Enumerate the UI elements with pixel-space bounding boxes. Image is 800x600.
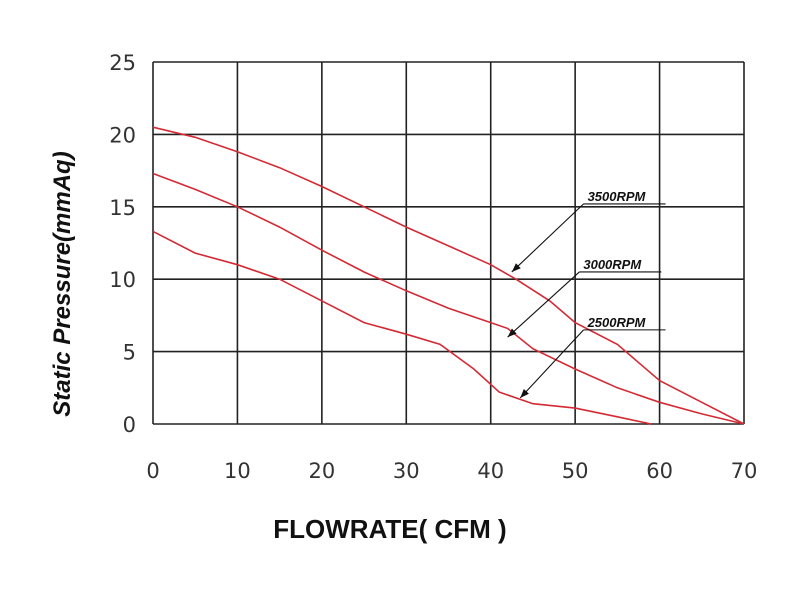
x-tick-label: 50	[562, 459, 589, 483]
annotation-label: 3000RPM	[583, 257, 642, 272]
x-tick-label: 20	[308, 459, 335, 483]
annotation-arrowhead	[511, 263, 521, 272]
series-line-2500rpm	[152, 230, 652, 425]
annotation-leader	[519, 329, 584, 399]
series-group	[152, 126, 745, 425]
x-tick-label: 10	[224, 459, 251, 483]
annotations-group: 3500RPM 3000RPM 2500RPM	[507, 189, 666, 399]
x-tick-label: 0	[146, 459, 159, 483]
y-tick-label: 5	[123, 341, 136, 365]
x-tick-label: 30	[393, 459, 420, 483]
annotation-leader	[507, 271, 580, 338]
y-tick-label: 0	[123, 413, 136, 437]
grid	[152, 61, 745, 425]
annotation-label: 3500RPM	[588, 189, 647, 204]
x-tick-label: 40	[477, 459, 504, 483]
annotation-leader	[511, 203, 584, 273]
x-tick-label: 60	[646, 459, 673, 483]
annotation-arrowhead	[507, 328, 517, 338]
annotation-label: 2500RPM	[587, 315, 647, 330]
series-line-3500rpm	[152, 126, 745, 425]
y-tick-label: 20	[109, 123, 136, 147]
x-axis-title: FLOWRATE( CFM )	[273, 514, 506, 544]
annotation-arrowhead	[520, 388, 529, 398]
y-tick-label: 10	[109, 268, 136, 292]
y-axis-title: Static Pressure(mmAq)	[49, 151, 76, 416]
y-tick-label: 25	[109, 51, 136, 75]
series-line-3000rpm	[152, 172, 745, 425]
x-tick-label: 70	[731, 459, 758, 483]
tick-labels: 0 10 20 30 40 50 60 70 0 5 10 15 20 25	[109, 51, 757, 483]
y-tick-label: 15	[109, 196, 136, 220]
